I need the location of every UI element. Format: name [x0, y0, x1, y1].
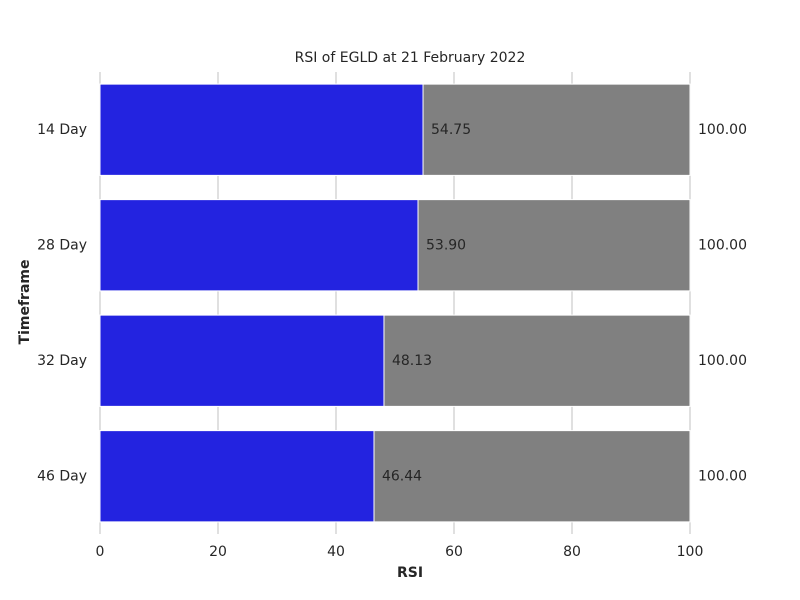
y-tick-label: 32 Day: [37, 353, 87, 369]
value-label: 100.00: [698, 237, 747, 253]
x-tick-label: 0: [96, 544, 105, 560]
value-label: 100.00: [698, 353, 747, 369]
value-label: 48.13: [392, 353, 432, 369]
value-label: 54.75: [431, 122, 471, 138]
x-tick-label: 60: [445, 544, 463, 560]
x-tick-label: 40: [327, 544, 345, 560]
value-label: 53.90: [426, 237, 466, 253]
x-tick-label: 100: [677, 544, 704, 560]
bar: [99, 314, 385, 407]
bar: [99, 430, 375, 523]
bar: [99, 83, 424, 176]
x-tick-label: 20: [209, 544, 227, 560]
y-tick-label: 14 Day: [37, 122, 87, 138]
value-label: 100.00: [698, 122, 747, 138]
y-tick-label: 46 Day: [37, 468, 87, 484]
y-tick-label: 28 Day: [37, 237, 87, 253]
chart-title: RSI of EGLD at 21 February 2022: [295, 50, 526, 66]
x-axis-label: RSI: [397, 565, 423, 581]
value-label: 100.00: [698, 468, 747, 484]
bar: [99, 199, 419, 292]
x-tick-label: 80: [563, 544, 581, 560]
y-axis-label: Timeframe: [17, 260, 33, 345]
value-label: 46.44: [382, 468, 422, 484]
